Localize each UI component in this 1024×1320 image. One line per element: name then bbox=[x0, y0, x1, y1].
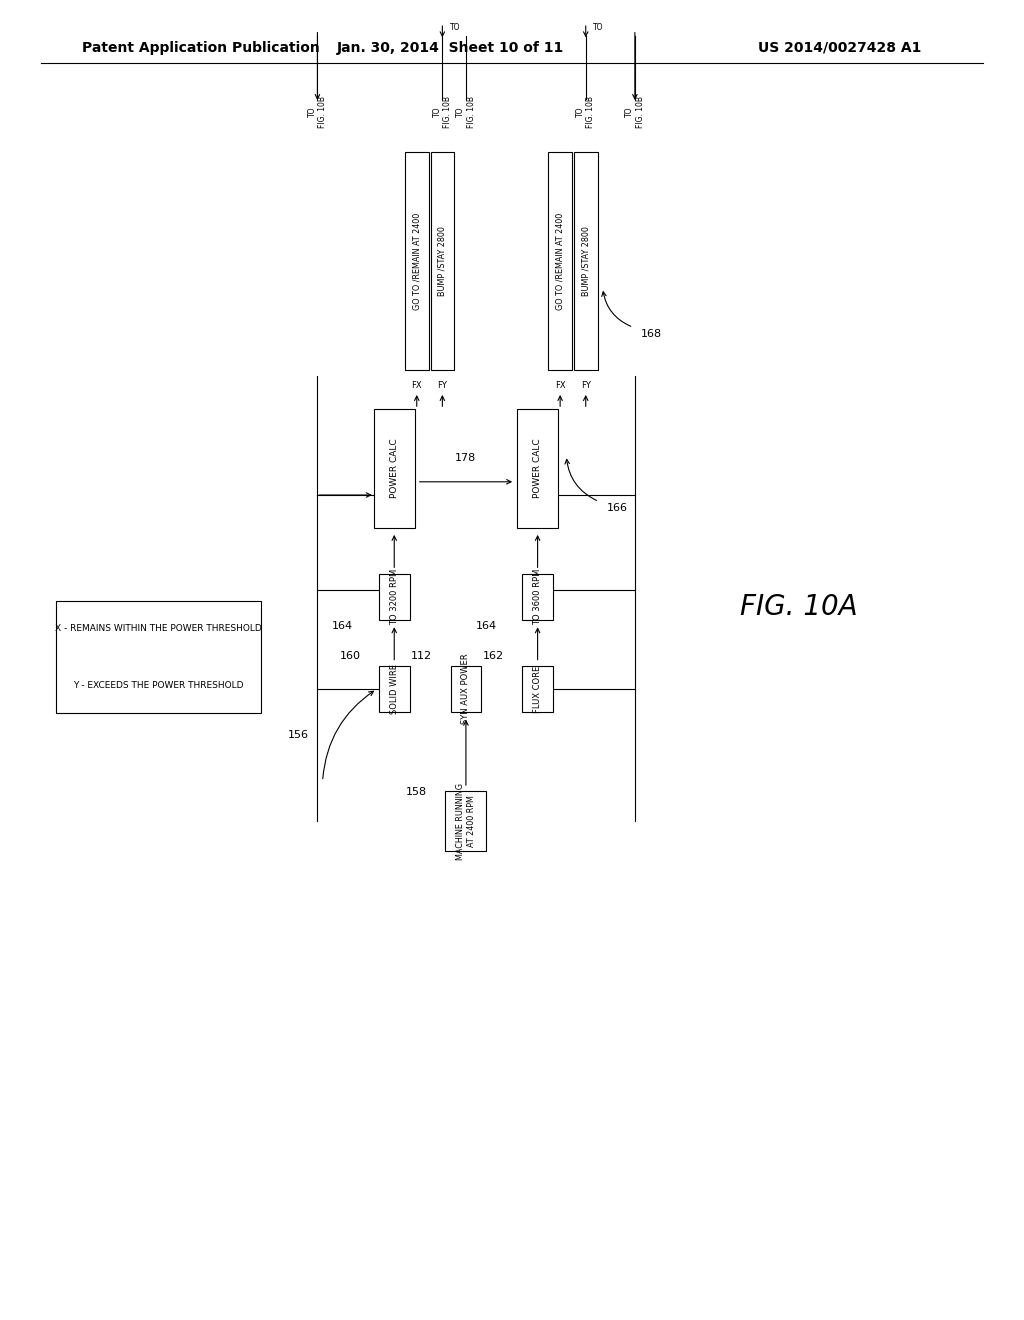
Text: FY: FY bbox=[437, 381, 447, 389]
FancyBboxPatch shape bbox=[522, 573, 553, 619]
Text: TO
FIG. 10B: TO FIG. 10B bbox=[457, 96, 475, 128]
FancyBboxPatch shape bbox=[573, 152, 598, 370]
Text: 164: 164 bbox=[332, 620, 353, 631]
Text: 160: 160 bbox=[339, 651, 360, 661]
Text: TO: TO bbox=[593, 22, 603, 32]
Text: 168: 168 bbox=[641, 329, 662, 339]
Text: FY: FY bbox=[581, 381, 591, 389]
FancyBboxPatch shape bbox=[404, 152, 428, 370]
Text: MACHINE RUNNING
AT 2400 RPM: MACHINE RUNNING AT 2400 RPM bbox=[457, 783, 475, 859]
FancyBboxPatch shape bbox=[379, 667, 410, 713]
Text: TO
FIG. 10B: TO FIG. 10B bbox=[433, 96, 452, 128]
Text: 158: 158 bbox=[406, 787, 427, 797]
Text: POWER CALC: POWER CALC bbox=[390, 438, 398, 499]
Text: 112: 112 bbox=[411, 651, 432, 661]
Text: FX: FX bbox=[412, 381, 422, 389]
Text: GO TO /REMAIN AT 2400: GO TO /REMAIN AT 2400 bbox=[556, 213, 564, 310]
FancyBboxPatch shape bbox=[374, 409, 415, 528]
FancyBboxPatch shape bbox=[379, 573, 410, 619]
Text: 166: 166 bbox=[607, 503, 629, 513]
Text: TO 3200 RPM: TO 3200 RPM bbox=[390, 569, 398, 624]
Text: TO 3600 RPM: TO 3600 RPM bbox=[534, 569, 542, 624]
Text: BUMP /STAY 2800: BUMP /STAY 2800 bbox=[582, 227, 590, 296]
Text: TO
FIG. 10B: TO FIG. 10B bbox=[577, 96, 595, 128]
Text: Patent Application Publication: Patent Application Publication bbox=[82, 41, 319, 54]
Text: US 2014/0027428 A1: US 2014/0027428 A1 bbox=[758, 41, 922, 54]
Text: FLUX CORE: FLUX CORE bbox=[534, 665, 542, 713]
Text: X - REMAINS WITHIN THE POWER THRESHOLD: X - REMAINS WITHIN THE POWER THRESHOLD bbox=[55, 624, 262, 634]
Text: GO TO /REMAIN AT 2400: GO TO /REMAIN AT 2400 bbox=[413, 213, 421, 310]
Text: FIG. 10A: FIG. 10A bbox=[740, 593, 857, 622]
Text: FX: FX bbox=[555, 381, 565, 389]
Text: 156: 156 bbox=[288, 730, 309, 741]
Text: Jan. 30, 2014  Sheet 10 of 11: Jan. 30, 2014 Sheet 10 of 11 bbox=[337, 41, 564, 54]
FancyBboxPatch shape bbox=[517, 409, 558, 528]
Text: Y - EXCEEDS THE POWER THRESHOLD: Y - EXCEEDS THE POWER THRESHOLD bbox=[74, 681, 244, 689]
FancyBboxPatch shape bbox=[445, 792, 486, 851]
FancyBboxPatch shape bbox=[451, 667, 481, 713]
FancyBboxPatch shape bbox=[56, 601, 261, 713]
Text: 164: 164 bbox=[475, 620, 497, 631]
Text: SOLID WIRE: SOLID WIRE bbox=[390, 664, 398, 714]
Text: TO
FIG. 10B: TO FIG. 10B bbox=[308, 96, 327, 128]
Text: TO: TO bbox=[450, 22, 460, 32]
FancyBboxPatch shape bbox=[549, 152, 572, 370]
Text: POWER CALC: POWER CALC bbox=[534, 438, 542, 499]
Text: TO
FIG. 10B: TO FIG. 10B bbox=[626, 96, 644, 128]
FancyBboxPatch shape bbox=[430, 152, 455, 370]
FancyBboxPatch shape bbox=[522, 667, 553, 713]
Text: BUMP /STAY 2800: BUMP /STAY 2800 bbox=[438, 227, 446, 296]
Text: 178: 178 bbox=[456, 453, 476, 463]
Text: SYN AUX POWER: SYN AUX POWER bbox=[462, 653, 470, 725]
Text: 162: 162 bbox=[482, 651, 504, 661]
